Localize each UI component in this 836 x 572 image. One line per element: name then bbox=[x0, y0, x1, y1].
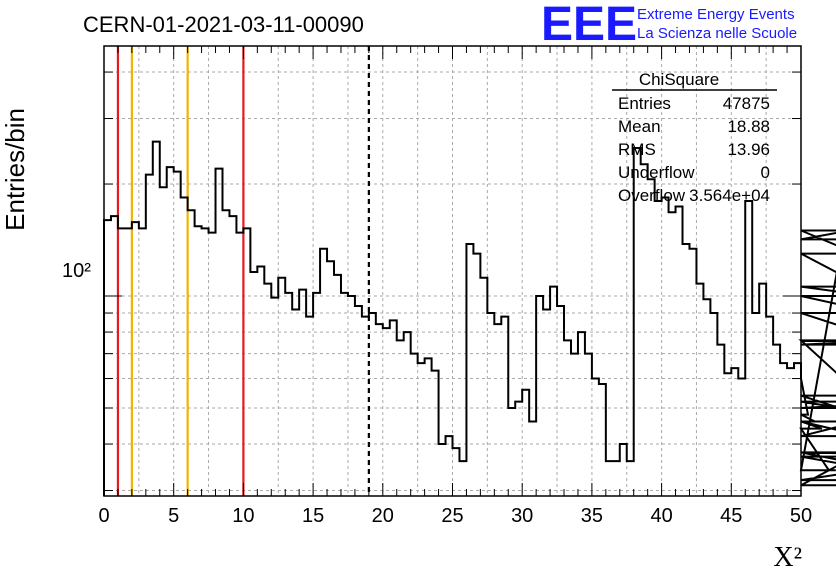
stats-row-label: Underflow bbox=[618, 163, 695, 182]
stats-row-value: 18.88 bbox=[727, 117, 770, 136]
stats-row-value: 13.96 bbox=[727, 140, 770, 159]
x-tick-label: 35 bbox=[581, 505, 603, 527]
y-tick-label: 10² bbox=[62, 260, 91, 282]
grid-lines bbox=[104, 46, 801, 496]
x-tick-label: 20 bbox=[372, 505, 394, 527]
x-tick-label: 45 bbox=[720, 505, 742, 527]
x-tick-label: 5 bbox=[168, 505, 179, 527]
histogram-series bbox=[103, 140, 836, 496]
reference-lines bbox=[116, 46, 370, 496]
stats-box: ChiSquare Entries 47875 Mean 18.88 RMS 13.96 U… bbox=[612, 70, 777, 205]
x-tick-labels: 0 5 10 15 20 25 30 35 40 45 50 bbox=[98, 505, 812, 527]
x-tick-label: 15 bbox=[302, 505, 324, 527]
stats-row-label: Overflow bbox=[618, 186, 686, 205]
stats-row-value: 47875 bbox=[723, 94, 770, 113]
logo-tagline-2: La Scienza nelle Scuole bbox=[637, 25, 797, 42]
x-tick-label: 25 bbox=[441, 505, 463, 527]
x-axis-label: X² bbox=[773, 542, 802, 572]
x-tick-label: 50 bbox=[790, 505, 812, 527]
axis-ticks bbox=[103, 46, 802, 496]
x-tick-label: 40 bbox=[650, 505, 672, 527]
x-tick-label: 30 bbox=[511, 505, 533, 527]
run-title: CERN-01-2021-03-11-00090 bbox=[83, 12, 364, 37]
stats-row-label: Mean bbox=[618, 117, 661, 136]
x-tick-label: 0 bbox=[98, 505, 109, 527]
eee-logo: EEE Extreme Energy Events La Scienza nel… bbox=[541, 0, 797, 51]
stats-title: ChiSquare bbox=[639, 70, 719, 89]
x-tick-label: 10 bbox=[232, 505, 254, 527]
logo-tagline-1: Extreme Energy Events bbox=[637, 6, 795, 23]
stats-row-label: Entries bbox=[618, 94, 671, 113]
stats-row-value: 3.564e+04 bbox=[689, 186, 770, 205]
eee-logo-mark: EEE bbox=[541, 0, 637, 51]
stats-row-value: 0 bbox=[761, 163, 770, 182]
stats-row-label: RMS bbox=[618, 140, 656, 159]
y-axis-label: Entries/bin bbox=[0, 108, 30, 231]
